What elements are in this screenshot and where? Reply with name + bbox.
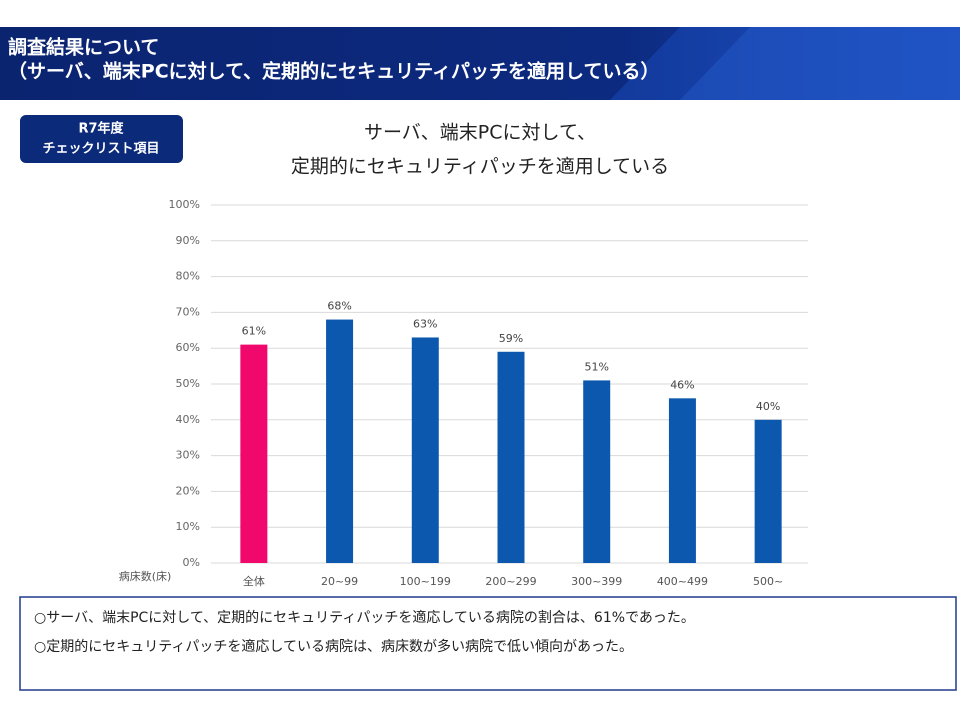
bar bbox=[411, 337, 439, 563]
header-band bbox=[0, 27, 960, 100]
data-label: 46% bbox=[670, 378, 694, 391]
badge-text: チェックリスト項目 bbox=[42, 142, 159, 157]
x-tick-label: 200~299 bbox=[485, 575, 536, 588]
y-tick-label: 100% bbox=[169, 198, 200, 211]
x-tick-label: 400~499 bbox=[657, 575, 708, 588]
data-label: 68% bbox=[327, 300, 351, 313]
x-axis-label: 病床数(床) bbox=[119, 569, 172, 583]
y-tick-label: 80% bbox=[176, 270, 200, 283]
header-stripe bbox=[610, 27, 960, 100]
chart-title: サーバ、端末PCに対して、 bbox=[364, 122, 596, 144]
x-tick-label: 100~199 bbox=[400, 575, 451, 588]
bar bbox=[754, 419, 782, 563]
badge-text: R7年度 bbox=[78, 121, 124, 137]
chart-title: 定期的にセキュリティパッチを適用している bbox=[291, 156, 669, 178]
y-tick-label: 90% bbox=[176, 234, 200, 247]
y-tick-label: 10% bbox=[176, 520, 200, 533]
y-tick-label: 70% bbox=[176, 305, 200, 318]
y-tick-label: 0% bbox=[183, 556, 200, 569]
bar bbox=[583, 380, 611, 563]
note: ○定期的にセキュリティパッチを適応している病院は、病床数が多い病院で低い傾向があ… bbox=[34, 638, 633, 655]
bar bbox=[497, 351, 525, 563]
header-stripe bbox=[680, 27, 960, 100]
y-tick-label: 40% bbox=[176, 413, 200, 426]
notes-box bbox=[19, 596, 957, 691]
y-tick-label: 50% bbox=[176, 377, 200, 390]
bar bbox=[240, 344, 268, 563]
x-tick-label: 500~ bbox=[753, 575, 783, 588]
data-label: 59% bbox=[499, 332, 523, 345]
header-title: 調査結果について bbox=[8, 36, 159, 59]
bar bbox=[668, 398, 696, 563]
note: ○サーバ、端末PCに対して、定期的にセキュリティパッチを適応している病院の割合は… bbox=[34, 609, 695, 626]
data-label: 63% bbox=[413, 317, 437, 330]
data-label: 51% bbox=[584, 360, 608, 373]
bar bbox=[326, 319, 354, 563]
x-tick-label: 300~399 bbox=[571, 575, 622, 588]
badge bbox=[20, 115, 183, 163]
y-tick-label: 20% bbox=[176, 484, 200, 497]
data-label: 40% bbox=[756, 400, 780, 413]
data-label: 61% bbox=[242, 325, 266, 338]
y-tick-label: 30% bbox=[176, 449, 200, 462]
y-tick-label: 60% bbox=[176, 341, 200, 354]
header-subtitle: （サーバ、端末PCに対して、定期的にセキュリティパッチを適用している） bbox=[8, 60, 659, 83]
x-tick-label: 全体 bbox=[243, 574, 265, 588]
x-tick-label: 20~99 bbox=[321, 575, 358, 588]
